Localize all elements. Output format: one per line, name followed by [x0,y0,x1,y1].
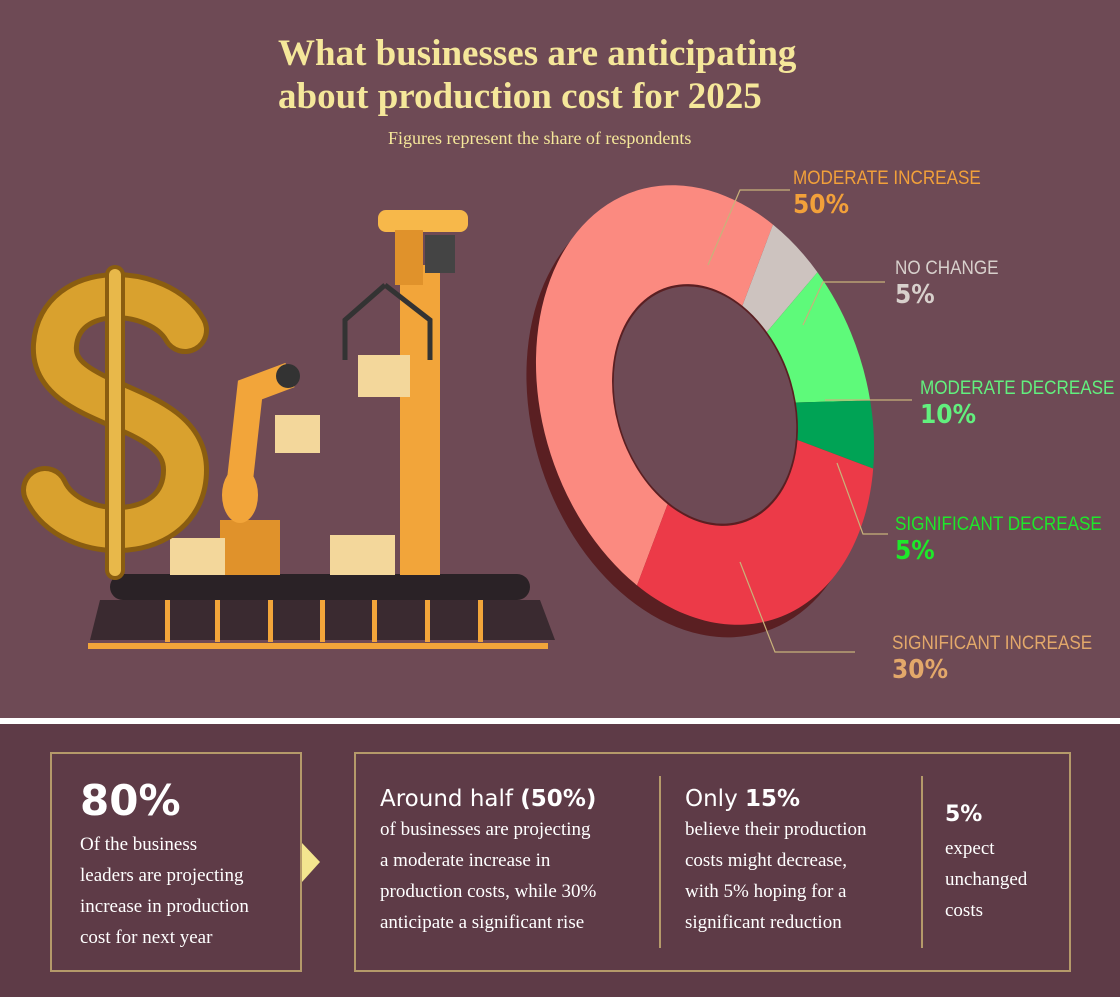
stat-value: 80% [80,776,181,825]
label-moderate-decrease: MODERATE DECREASE 10% [920,378,1115,430]
page-title: What businesses are anticipating about p… [278,32,796,118]
leader-line [707,189,790,266]
divider [921,776,923,948]
donut-chart [526,185,875,638]
label-significant-decrease: SIGNIFICANT DECREASE 5% [895,514,1102,566]
stat-5: 5% expect unchanged costs [945,802,1028,921]
leader-line [836,462,888,535]
title-line-1: What businesses are anticipating [278,33,797,74]
stats-group-box: Around half (50%) of businesses are proj… [354,752,1071,972]
summary-panel [0,724,1120,997]
leader-line [739,561,855,653]
leader-line [802,281,885,326]
donut-slice-significant-increase [637,440,874,625]
stat-box-80: 80% Of the business leaders are projectin… [50,752,302,972]
conveyor-belt-icon [88,574,555,649]
dollar-sign-icon [21,265,210,580]
title-line-2: about production cost for 2025 [278,76,762,117]
factory-illustration [21,210,555,649]
donut-slice-no-change [742,224,818,332]
leader-lines [707,189,912,653]
label-significant-increase: SIGNIFICANT INCREASE 30% [892,633,1093,685]
stat-15: Only 15% believe their production costs m… [685,786,867,933]
stat-half: Around half (50%) of businesses are proj… [380,786,597,933]
donut-slice-moderate-decrease [766,272,871,403]
donut-hole [613,286,797,524]
divider [659,776,661,948]
donut-slice-significant-decrease [795,400,875,469]
robot-arm-small-icon [170,362,395,575]
stat-text: Of the business leaders are projecting inc… [80,834,249,948]
robot-arm-tall-icon [342,210,468,575]
label-moderate-increase: MODERATE INCREASE 50% [793,168,981,220]
donut-slice-moderate-increase [536,185,773,586]
subtitle: Figures represent the share of responden… [388,128,692,148]
label-no-change: NO CHANGE 5% [895,258,999,310]
